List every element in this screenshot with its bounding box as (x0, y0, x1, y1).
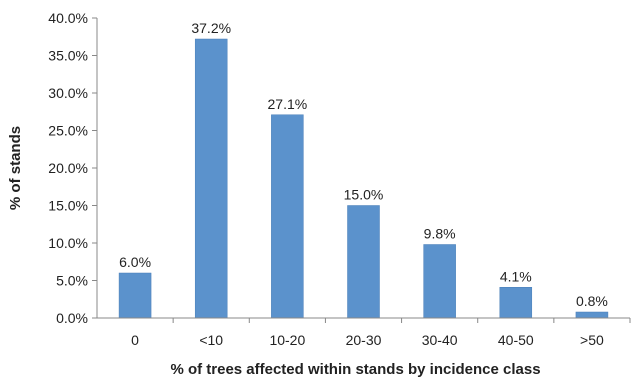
x-tick-label: 40-50 (498, 332, 534, 348)
x-tick-label: 20-30 (346, 332, 382, 348)
y-tick-label: 30.0% (48, 85, 88, 101)
y-tick-label: 20.0% (48, 160, 88, 176)
y-tick-label: 35.0% (48, 48, 88, 64)
y-tick-label: 15.0% (48, 198, 88, 214)
bar-value-label: 6.0% (119, 254, 151, 270)
bar (499, 287, 533, 319)
bars (118, 38, 609, 319)
bar (271, 114, 304, 319)
y-tick-label: 10.0% (48, 235, 88, 251)
bar-data-labels: 6.0% 37.2% 27.1% 15.0% 9.8% 4.1% 0.8% (119, 20, 608, 309)
bar-value-label: 0.8% (576, 293, 608, 309)
bar (347, 205, 380, 319)
x-tick-label: 0 (131, 332, 139, 348)
x-axis-title: % of trees affected within stands by inc… (170, 361, 540, 378)
bar (575, 311, 609, 319)
bar (118, 272, 152, 319)
x-tick-label: 10-20 (269, 332, 305, 348)
x-tick-label: >50 (580, 332, 604, 348)
bar-value-label: 37.2% (191, 20, 231, 36)
bar-value-label: 4.1% (500, 268, 532, 284)
y-tick-label: 40.0% (48, 10, 88, 26)
bar-value-label: 27.1% (268, 96, 308, 112)
y-axis-ticks: 0.0% 5.0% 10.0% 15.0% 20.0% 25.0% 30.0% 35.0% 40… (48, 10, 97, 326)
y-axis-title: % of stands (7, 126, 24, 210)
x-axis-ticks: 0 <10 10-20 20-30 30-40 40-50 >50 (131, 318, 631, 348)
y-tick-label: 0.0% (56, 310, 88, 326)
x-tick-label: <10 (199, 332, 223, 348)
bar-value-label: 15.0% (344, 187, 384, 203)
y-tick-label: 5.0% (56, 273, 88, 289)
x-tick-label: 30-40 (422, 332, 458, 348)
bar-value-label: 9.8% (424, 226, 456, 242)
bar (423, 244, 456, 319)
y-tick-label: 25.0% (48, 123, 88, 139)
bar (194, 38, 228, 319)
